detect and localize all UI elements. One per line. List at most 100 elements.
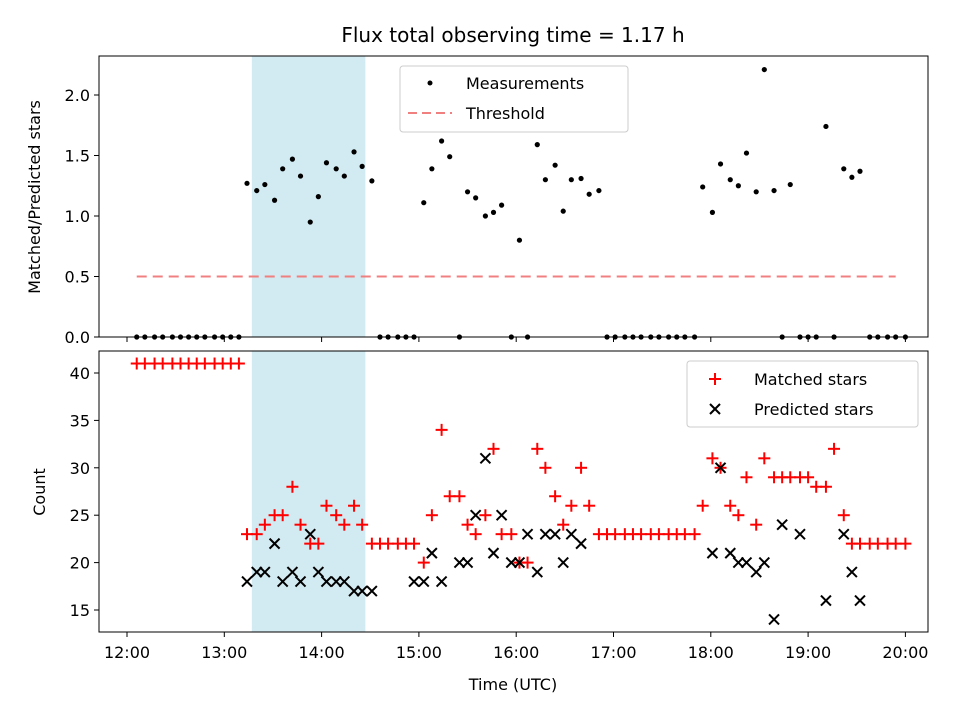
measurement-point xyxy=(369,178,375,184)
y-tick-label: 15 xyxy=(70,601,90,620)
bottom-legend-box xyxy=(686,360,919,428)
y-tick-label: 0.0 xyxy=(65,328,90,347)
matched-star-point xyxy=(348,499,361,512)
measurement-point xyxy=(743,150,750,156)
predicted-star-point xyxy=(838,528,850,540)
x-tick-label: 13:00 xyxy=(201,643,247,662)
matched-star-point xyxy=(461,518,474,531)
measurement-point xyxy=(857,168,863,174)
bottom-y-ticks: 15 20 25 30 35 40 xyxy=(70,364,99,620)
measurement-point xyxy=(586,191,592,197)
predicted-star-point xyxy=(539,528,552,540)
matched-star-point xyxy=(539,461,552,474)
matched-star-point xyxy=(740,471,753,484)
matched-star-point xyxy=(286,480,299,493)
matched-star-point xyxy=(750,518,763,531)
matched-star-point xyxy=(356,518,369,531)
y-tick-label: 20 xyxy=(70,554,90,573)
bottom-y-axis-label: Count xyxy=(30,468,49,516)
predicted-star-point xyxy=(408,575,420,588)
measurement-point xyxy=(709,209,716,215)
predicted-stars-points xyxy=(241,452,866,626)
matched-star-point xyxy=(505,528,518,541)
measurement-point xyxy=(333,166,339,172)
chart-title: Flux total observing time = 1.17 h xyxy=(341,23,684,47)
predicted-star-point xyxy=(740,556,753,569)
bottom-legend: Matched stars Predicted stars xyxy=(686,360,919,428)
top-x-ticks xyxy=(126,337,906,342)
measurement-point xyxy=(439,138,445,144)
predicted-star-point xyxy=(854,594,866,607)
measurement-point xyxy=(297,173,304,179)
measurement-point xyxy=(323,160,330,166)
x-tick-label: 20:00 xyxy=(882,643,928,662)
top-panel: 0.00.51.01.52.0 Matched/Predicted stars … xyxy=(25,55,929,347)
measurement-point xyxy=(254,187,260,194)
measurement-point xyxy=(429,166,435,172)
predicted-star-point xyxy=(531,566,543,578)
legend-measurements-marker xyxy=(427,80,433,86)
predicted-star-point xyxy=(714,462,727,474)
measurement-point xyxy=(596,187,602,194)
top-plot-frame xyxy=(98,55,929,338)
predicted-star-point xyxy=(453,556,466,569)
matched-star-point xyxy=(469,528,482,541)
y-tick-label: 1.0 xyxy=(65,207,90,226)
matched-star-point xyxy=(417,556,430,569)
predicted-star-point xyxy=(268,537,281,550)
matched-stars-points xyxy=(130,357,912,569)
predicted-star-point xyxy=(338,575,351,588)
top-y-ticks: 0.0 0.5 1.0 1.5 2.0 xyxy=(65,86,99,347)
predicted-star-point xyxy=(356,585,368,597)
y-tick-label: 1.5 xyxy=(65,147,90,166)
matched-star-point xyxy=(899,537,912,550)
measurement-point xyxy=(771,187,777,194)
y-tick-label: 40 xyxy=(70,364,90,383)
predicted-star-point xyxy=(750,566,762,578)
matched-star-point xyxy=(312,537,325,550)
bottom-shaded-interval xyxy=(251,351,366,632)
measurement-point xyxy=(359,163,365,169)
predicted-star-point xyxy=(366,585,378,597)
top-legend: Measurements Threshold xyxy=(399,65,629,133)
predicted-star-point xyxy=(348,585,360,597)
matched-star-point xyxy=(338,518,351,531)
predicted-star-point xyxy=(732,556,745,569)
measurement-point xyxy=(516,237,523,243)
y-tick-label: 35 xyxy=(70,411,90,430)
predicted-star-point xyxy=(426,547,438,559)
measurement-point xyxy=(717,161,724,167)
matched-star-point xyxy=(575,461,588,474)
measurement-point xyxy=(552,162,558,168)
legend-matched-label: Matched stars xyxy=(754,370,867,389)
y-tick-label: 2.0 xyxy=(65,86,90,105)
x-axis-label: Time (UTC) xyxy=(468,675,557,694)
matched-star-point xyxy=(758,452,771,465)
measurement-point xyxy=(421,200,427,206)
legend-threshold-label: Threshold xyxy=(465,104,545,123)
predicted-star-point xyxy=(320,575,333,588)
y-tick-label: 30 xyxy=(70,459,90,478)
predicted-star-point xyxy=(820,594,832,607)
measurement-point xyxy=(534,142,540,148)
measurement-point xyxy=(753,189,759,195)
predicted-star-point xyxy=(469,509,482,521)
matched-star-point xyxy=(724,499,737,512)
predicted-star-point xyxy=(557,556,569,569)
measurement-point xyxy=(244,180,250,186)
predicted-star-point xyxy=(251,566,263,578)
measurement-point xyxy=(473,195,479,201)
matched-star-point xyxy=(521,556,534,569)
measurement-point xyxy=(542,177,548,183)
predicted-star-point xyxy=(495,509,508,521)
top-legend-box xyxy=(399,65,629,133)
y-tick-label: 0.5 xyxy=(65,268,90,287)
legend-predicted-label: Predicted stars xyxy=(754,400,874,419)
matched-star-point xyxy=(435,423,448,436)
legend-matched-marker xyxy=(709,373,721,385)
matched-star-point xyxy=(330,509,343,522)
predicted-star-point xyxy=(487,547,500,559)
matched-star-point xyxy=(320,499,333,512)
predicted-star-point xyxy=(794,528,806,540)
predicted-star-point xyxy=(575,537,587,550)
